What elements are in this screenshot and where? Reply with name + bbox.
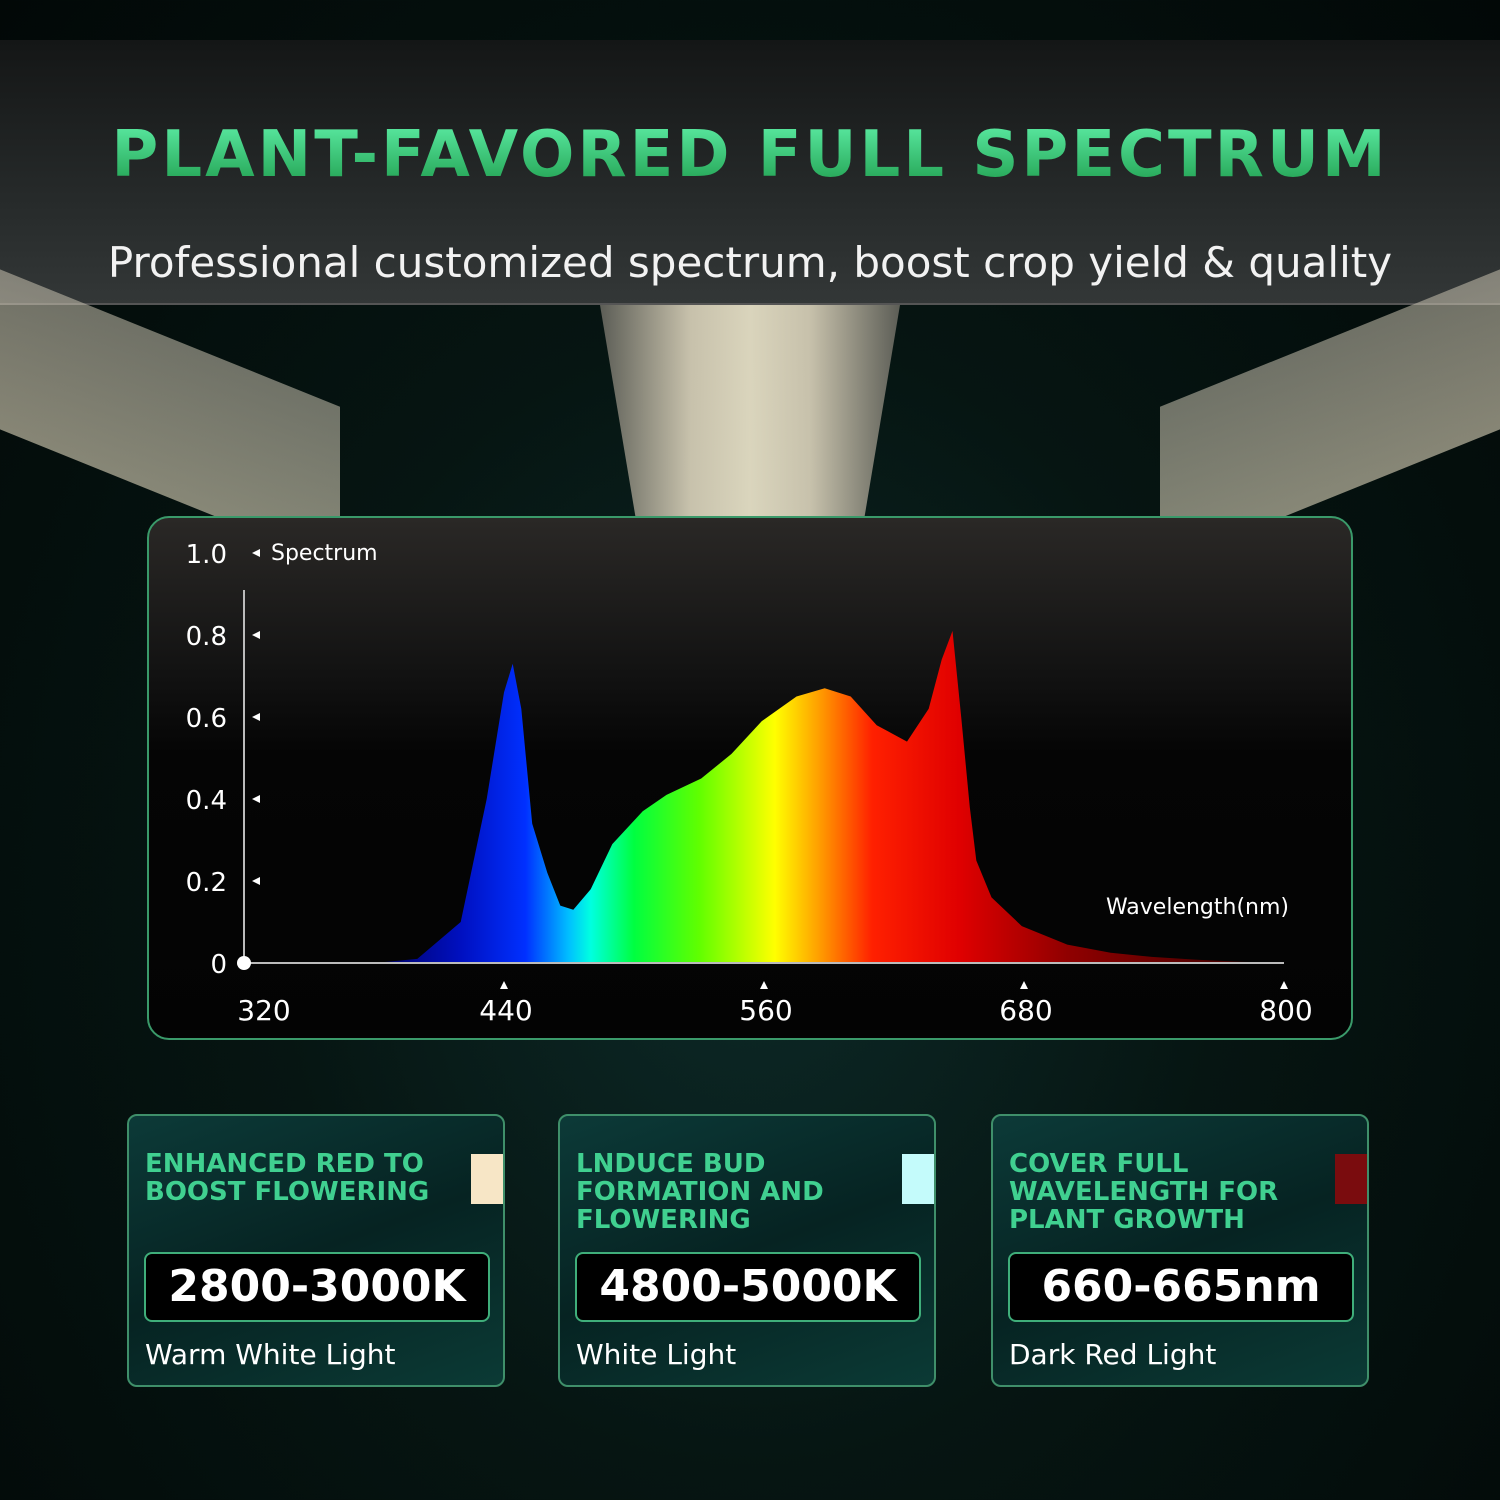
x-tick-label: 320 [237,994,290,1027]
x-tick-label: 800 [1259,994,1312,1027]
color-swatch [1335,1154,1367,1204]
page-title: PLANT-FAVORED FULL SPECTRUM [0,118,1500,192]
y-tick-label: 0 [210,950,227,980]
card-label: White Light [576,1338,737,1371]
card-heading: ENHANCED RED TO BOOST FLOWERING [145,1149,430,1207]
y-tick-label: 0.6 [186,704,227,734]
page-subtitle: Professional customized spectrum, boost … [107,238,1393,287]
card-value: 4800-5000K [575,1252,921,1322]
y-tick-label: 0.2 [186,868,227,898]
card-label: Warm White Light [145,1338,396,1371]
card-value: 660-665nm [1008,1252,1354,1322]
header-band [0,40,1500,305]
grow-light-fixture [600,305,900,520]
card-label: Dark Red Light [1009,1338,1217,1371]
y-tick-label: 1.0 [186,540,227,570]
feature-card: ENHANCED RED TO BOOST FLOWERING 2800-300… [127,1114,505,1387]
y-tick-marker [252,713,260,721]
card-heading: LNDUCE BUD FORMATION AND FLOWERING [576,1149,824,1235]
y-tick-marker [252,877,260,885]
spectrum-chart: 0 0.2 0.4 0.6 0.8 1.0 320 440 560 680 800 Spectrum… [147,516,1353,1040]
x-tick-label: 440 [479,994,532,1027]
color-swatch [902,1154,934,1204]
card-value: 2800-3000K [144,1252,490,1322]
x-axis-label: Wavelength(nm) [1106,895,1289,920]
y-tick-marker [252,631,260,639]
spectrum-area [374,630,1284,963]
card-heading: COVER FULL WAVELENGTH FOR PLANT GROWTH [1009,1149,1279,1235]
feature-card: COVER FULL WAVELENGTH FOR PLANT GROWTH 6… [991,1114,1369,1387]
origin-dot [237,956,251,970]
feature-card: LNDUCE BUD FORMATION AND FLOWERING 4800-… [558,1114,936,1387]
y-axis-label: Spectrum [271,541,378,566]
y-tick-marker [252,795,260,803]
x-tick-marker [1020,981,1028,989]
color-swatch [471,1154,503,1204]
x-tick-label: 680 [999,994,1052,1027]
x-tick-marker [1280,981,1288,989]
y-tick-label: 0.4 [186,786,227,816]
spectrum-chart-svg: 0 0.2 0.4 0.6 0.8 1.0 320 440 560 680 800 Spectrum… [186,540,1313,1027]
x-tick-label: 560 [739,994,792,1027]
x-tick-marker [500,981,508,989]
y-tick-label: 0.8 [186,622,227,652]
x-tick-marker [760,981,768,989]
y-tick-marker [252,549,260,557]
